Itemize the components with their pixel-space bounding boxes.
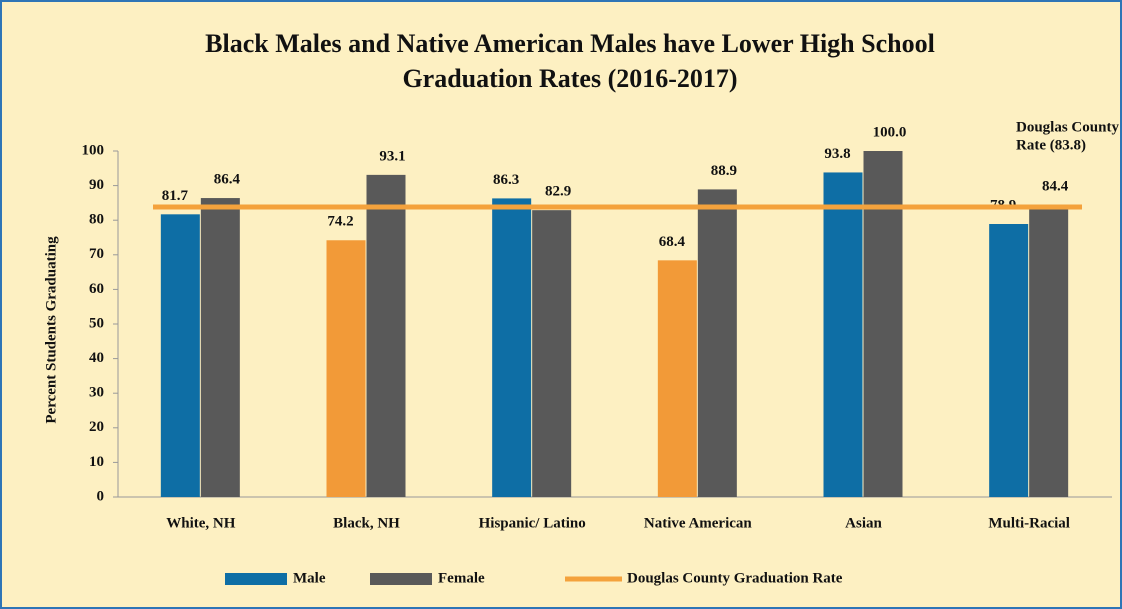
y-tick-label: 0 [97, 488, 105, 504]
bar [326, 240, 366, 497]
legend-swatch [225, 573, 287, 585]
bar [863, 151, 903, 497]
legend-label: Female [438, 570, 485, 586]
data-label: 100.0 [873, 124, 907, 140]
annotation: Douglas County [1016, 119, 1119, 135]
data-label: 74.2 [327, 214, 353, 230]
data-label: 88.9 [711, 163, 737, 179]
data-label: 81.7 [162, 188, 189, 204]
chart-title: Black Males and Native American Males ha… [205, 29, 935, 93]
data-label: 93.8 [824, 146, 850, 162]
x-tick-label: Asian [845, 515, 882, 531]
bar [492, 198, 532, 498]
data-label: 68.4 [659, 234, 686, 250]
data-label: 93.1 [379, 148, 405, 164]
bar [657, 260, 697, 497]
x-tick-label: Native American [644, 515, 753, 531]
bar [366, 174, 406, 497]
data-label: 86.3 [493, 172, 519, 188]
y-tick-label: 80 [89, 212, 104, 228]
y-tick-label: 10 [89, 454, 104, 470]
x-tick-label: Hispanic/ Latino [479, 515, 586, 531]
bar [989, 224, 1029, 498]
data-label: 82.9 [545, 184, 571, 200]
annotation: Rate (83.8) [1016, 137, 1086, 153]
legend-label: Douglas County Graduation Rate [627, 570, 843, 586]
legend-swatch [370, 573, 432, 585]
data-label: 86.4 [214, 171, 241, 187]
bar [1029, 204, 1069, 497]
data-label: 84.4 [1042, 178, 1069, 194]
y-tick-label: 40 [89, 350, 104, 366]
y-tick-label: 30 [89, 385, 104, 401]
bar [823, 172, 863, 497]
y-tick-label: 100 [82, 142, 105, 158]
bar [697, 189, 737, 497]
y-tick-label: 50 [89, 315, 104, 331]
bar [532, 210, 572, 497]
x-tick-label: Black, NH [333, 515, 400, 531]
x-tick-label: White, NH [166, 515, 235, 531]
legend-label: Male [293, 570, 326, 586]
bar [160, 214, 200, 497]
y-tick-label: 70 [89, 246, 104, 262]
y-axis-label: Percent Students Graduating [43, 236, 59, 424]
bar [200, 198, 240, 497]
x-tick-label: Multi-Racial [988, 515, 1070, 531]
y-tick-label: 90 [89, 177, 104, 193]
y-tick-label: 60 [89, 281, 104, 297]
y-tick-label: 20 [89, 419, 104, 435]
